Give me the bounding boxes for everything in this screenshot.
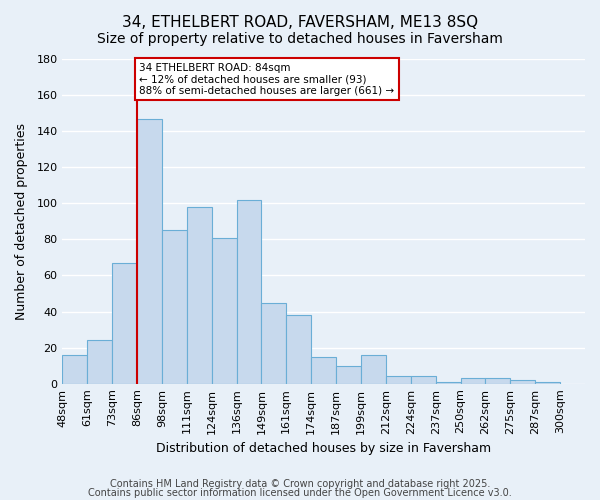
- Bar: [336, 366, 361, 384]
- Bar: [236, 200, 262, 384]
- X-axis label: Distribution of detached houses by size in Faversham: Distribution of detached houses by size …: [156, 442, 491, 455]
- Bar: [411, 376, 436, 384]
- Bar: [187, 207, 212, 384]
- Y-axis label: Number of detached properties: Number of detached properties: [15, 123, 28, 320]
- Text: Contains HM Land Registry data © Crown copyright and database right 2025.: Contains HM Land Registry data © Crown c…: [110, 479, 490, 489]
- Bar: [461, 378, 485, 384]
- Bar: [436, 382, 461, 384]
- Bar: [262, 302, 286, 384]
- Bar: [511, 380, 535, 384]
- Bar: [386, 376, 411, 384]
- Bar: [535, 382, 560, 384]
- Bar: [311, 356, 336, 384]
- Bar: [137, 118, 162, 384]
- Bar: [361, 355, 386, 384]
- Bar: [286, 315, 311, 384]
- Text: 34 ETHELBERT ROAD: 84sqm
← 12% of detached houses are smaller (93)
88% of semi-d: 34 ETHELBERT ROAD: 84sqm ← 12% of detach…: [139, 62, 395, 96]
- Bar: [62, 355, 87, 384]
- Text: Contains public sector information licensed under the Open Government Licence v3: Contains public sector information licen…: [88, 488, 512, 498]
- Bar: [162, 230, 187, 384]
- Bar: [112, 263, 137, 384]
- Text: 34, ETHELBERT ROAD, FAVERSHAM, ME13 8SQ: 34, ETHELBERT ROAD, FAVERSHAM, ME13 8SQ: [122, 15, 478, 30]
- Text: Size of property relative to detached houses in Faversham: Size of property relative to detached ho…: [97, 32, 503, 46]
- Bar: [87, 340, 112, 384]
- Bar: [212, 238, 236, 384]
- Bar: [485, 378, 511, 384]
